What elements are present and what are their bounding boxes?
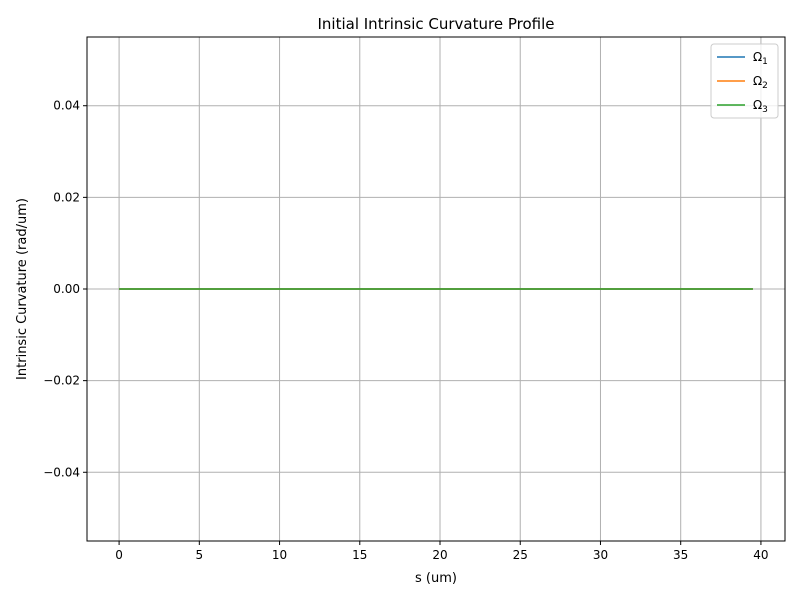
- x-tick-label: 25: [513, 548, 528, 562]
- x-tick-label: 5: [196, 548, 204, 562]
- legend-label-3: Ω3: [753, 98, 768, 115]
- x-tick-label: 35: [673, 548, 688, 562]
- x-tick-label: 20: [432, 548, 447, 562]
- x-tick-label: 30: [593, 548, 608, 562]
- x-axis-ticks: 0 5 10 15 20 25 30 35 40: [115, 541, 769, 562]
- y-tick-label: −0.04: [43, 465, 80, 479]
- x-tick-label: 15: [352, 548, 367, 562]
- y-tick-label: −0.02: [43, 374, 80, 388]
- legend-label-2: Ω2: [753, 74, 768, 91]
- y-axis-ticks: −0.04 −0.02 0.00 0.02 0.04: [43, 99, 87, 479]
- y-axis-title: Intrinsic Curvature (rad/um): [15, 198, 30, 380]
- legend-label-1: Ω1: [753, 50, 768, 67]
- y-tick-label: 0.02: [53, 190, 80, 204]
- y-tick-label: 0.00: [53, 282, 80, 296]
- legend: Ω1 Ω2 Ω3: [710, 43, 779, 119]
- chart-title: Initial Intrinsic Curvature Profile: [317, 15, 554, 33]
- y-tick-label: 0.04: [53, 99, 80, 113]
- x-tick-label: 40: [753, 548, 768, 562]
- x-tick-label: 0: [115, 548, 123, 562]
- x-axis-title: s (um): [415, 571, 457, 586]
- x-tick-label: 10: [272, 548, 287, 562]
